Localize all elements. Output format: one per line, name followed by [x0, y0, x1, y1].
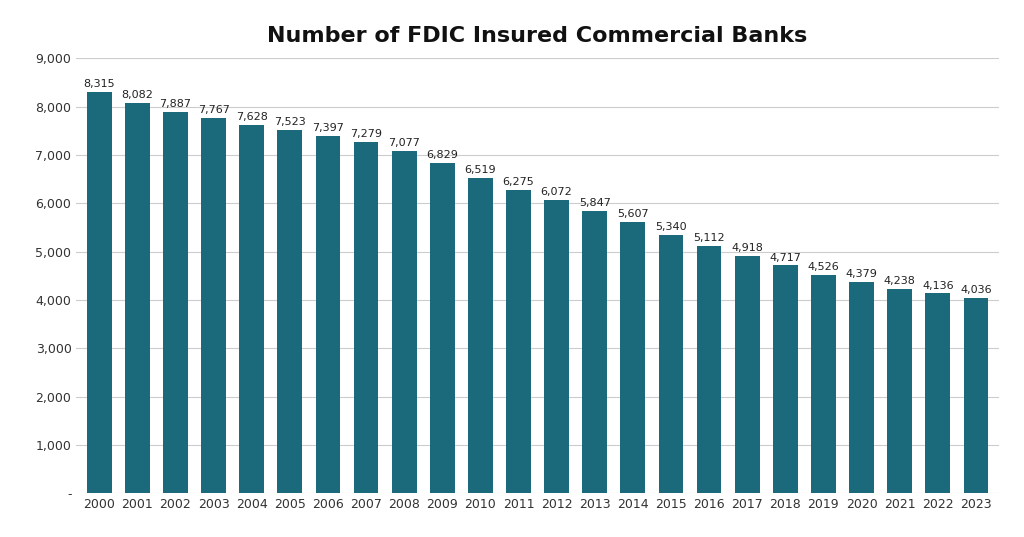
Bar [353, 142, 379, 494]
Text: 7,077: 7,077 [388, 139, 420, 148]
Bar [506, 190, 530, 494]
Bar [964, 299, 988, 494]
Bar [544, 200, 569, 494]
Text: 7,279: 7,279 [350, 129, 382, 139]
Bar [468, 178, 493, 494]
Bar [621, 222, 645, 494]
Text: 7,397: 7,397 [312, 123, 344, 133]
Text: 8,082: 8,082 [122, 90, 154, 100]
Bar [240, 125, 264, 494]
Text: 7,887: 7,887 [160, 99, 191, 110]
Text: 4,136: 4,136 [922, 281, 953, 291]
Text: 7,628: 7,628 [236, 112, 267, 122]
Bar [163, 112, 187, 494]
Title: Number of FDIC Insured Commercial Banks: Number of FDIC Insured Commercial Banks [267, 26, 808, 46]
Text: 8,315: 8,315 [83, 78, 115, 89]
Bar [125, 103, 150, 494]
Bar [658, 235, 683, 494]
Text: 6,519: 6,519 [465, 165, 497, 176]
Text: 4,379: 4,379 [846, 269, 878, 279]
Text: 6,829: 6,829 [426, 150, 458, 161]
Text: 4,036: 4,036 [961, 286, 991, 295]
Text: 5,847: 5,847 [579, 198, 610, 208]
Bar [278, 130, 302, 494]
Text: 7,523: 7,523 [273, 117, 306, 127]
Text: 4,526: 4,526 [808, 262, 840, 272]
Text: 5,340: 5,340 [655, 222, 687, 233]
Text: 4,918: 4,918 [731, 243, 763, 253]
Text: 5,112: 5,112 [693, 234, 725, 243]
Bar [735, 256, 760, 494]
Bar [583, 211, 607, 494]
Bar [315, 136, 340, 494]
Text: 4,238: 4,238 [884, 275, 915, 286]
Bar [430, 163, 455, 494]
Bar [926, 294, 950, 494]
Text: 6,275: 6,275 [503, 177, 535, 187]
Bar [887, 288, 912, 494]
Bar [773, 265, 798, 494]
Bar [392, 151, 417, 494]
Bar [849, 282, 873, 494]
Text: 6,072: 6,072 [541, 187, 572, 197]
Bar [811, 274, 836, 494]
Text: 5,607: 5,607 [617, 209, 648, 220]
Bar [201, 118, 226, 494]
Bar [87, 91, 112, 494]
Bar [696, 246, 722, 494]
Text: 7,767: 7,767 [198, 105, 229, 115]
Text: 4,717: 4,717 [769, 252, 801, 263]
